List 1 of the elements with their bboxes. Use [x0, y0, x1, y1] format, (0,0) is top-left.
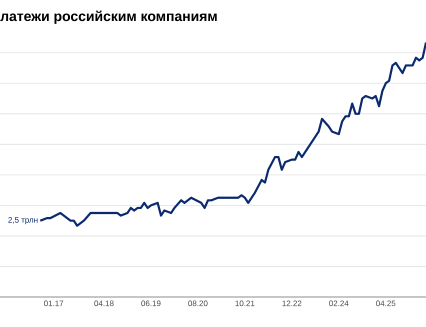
chart-title: латежи российским компаниям — [0, 10, 217, 24]
